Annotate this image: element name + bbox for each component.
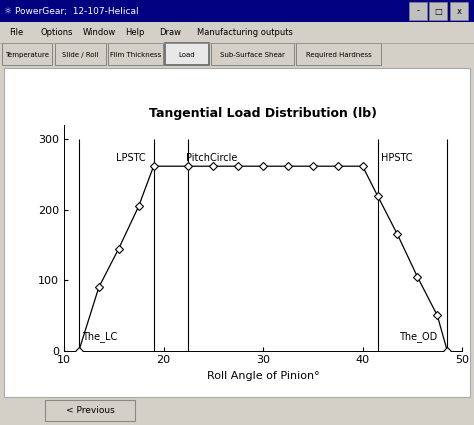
Text: Options: Options xyxy=(40,28,73,37)
Text: Load: Load xyxy=(179,51,195,57)
Text: Temperature: Temperature xyxy=(5,51,49,57)
Bar xyxy=(0,0,474,22)
Text: LPSTC: LPSTC xyxy=(116,153,146,163)
Text: File: File xyxy=(9,28,24,37)
Bar xyxy=(55,43,106,65)
Bar xyxy=(45,400,135,421)
Text: Sub-Surface Shear: Sub-Surface Shear xyxy=(220,51,285,57)
Text: The_OD: The_OD xyxy=(400,331,438,342)
Text: □: □ xyxy=(435,6,442,16)
Text: Window: Window xyxy=(83,28,116,37)
Bar xyxy=(450,2,468,20)
Text: ☼ PowerGear;  12-107-Helical: ☼ PowerGear; 12-107-Helical xyxy=(4,6,138,16)
Text: Help: Help xyxy=(126,28,145,37)
Bar xyxy=(296,43,381,65)
Bar xyxy=(4,68,470,397)
Bar xyxy=(211,43,294,65)
Bar xyxy=(0,43,474,67)
Text: Manufacturing outputs: Manufacturing outputs xyxy=(197,28,292,37)
Text: PitchCircle: PitchCircle xyxy=(186,153,238,163)
Text: -: - xyxy=(416,6,419,16)
Bar xyxy=(2,43,52,65)
Text: x: x xyxy=(457,6,462,16)
Bar xyxy=(409,2,427,20)
Bar xyxy=(108,43,163,65)
Text: The_LC: The_LC xyxy=(82,331,117,342)
Text: HPSTC: HPSTC xyxy=(381,153,412,163)
Bar xyxy=(0,22,474,43)
Text: < Previous: < Previous xyxy=(66,406,114,415)
Bar xyxy=(165,43,209,65)
Text: Draw: Draw xyxy=(159,28,181,37)
Text: Film Thickness: Film Thickness xyxy=(109,51,161,57)
Text: Required Hardness: Required Hardness xyxy=(306,51,371,57)
Bar xyxy=(429,2,447,20)
Title: Tangential Load Distribution (lb): Tangential Load Distribution (lb) xyxy=(149,107,377,120)
Text: Slide / Roll: Slide / Roll xyxy=(62,51,99,57)
X-axis label: Roll Angle of Pinion°: Roll Angle of Pinion° xyxy=(207,371,319,381)
